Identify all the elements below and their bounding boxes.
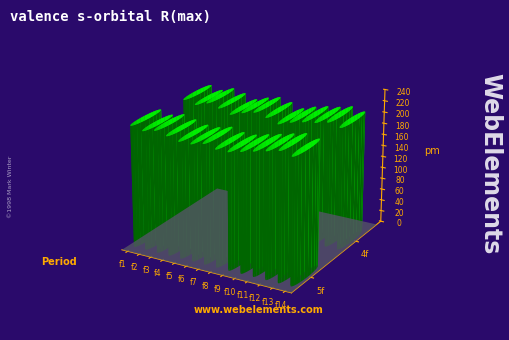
Text: ©1998 Mark Winter: ©1998 Mark Winter	[8, 156, 13, 218]
Text: Period: Period	[41, 257, 76, 267]
Text: www.webelements.com: www.webelements.com	[193, 305, 323, 315]
Text: WebElements: WebElements	[477, 72, 501, 254]
Text: valence s-orbital R(max): valence s-orbital R(max)	[10, 10, 211, 24]
